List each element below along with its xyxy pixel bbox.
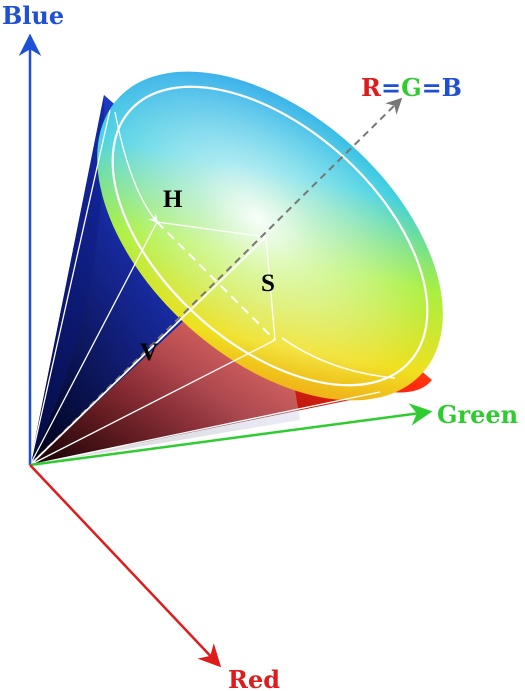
value-label: V xyxy=(140,339,158,366)
diagonal-label: R=G=B xyxy=(361,73,462,102)
red-axis-label: Red xyxy=(228,665,280,691)
cone-wireframe xyxy=(29,109,396,466)
hue-label: H xyxy=(163,186,183,213)
diagonal-line xyxy=(29,97,403,466)
cone-rim xyxy=(111,85,429,387)
green-axis-label: Green xyxy=(437,400,518,429)
diagonal-label-b: B xyxy=(442,73,462,102)
diagonal-label-eq1: = xyxy=(381,73,401,102)
cone-top-face xyxy=(97,71,443,401)
red-axis xyxy=(29,464,222,668)
diagonal-label-eq2: = xyxy=(422,73,442,102)
diagonal-label-r: R xyxy=(361,73,382,102)
saturation-label: S xyxy=(261,270,275,297)
value-arrow xyxy=(29,236,267,466)
green-axis xyxy=(29,403,433,467)
diagonal-label-g: G xyxy=(401,73,422,102)
blue-axis-label: Blue xyxy=(2,1,64,30)
